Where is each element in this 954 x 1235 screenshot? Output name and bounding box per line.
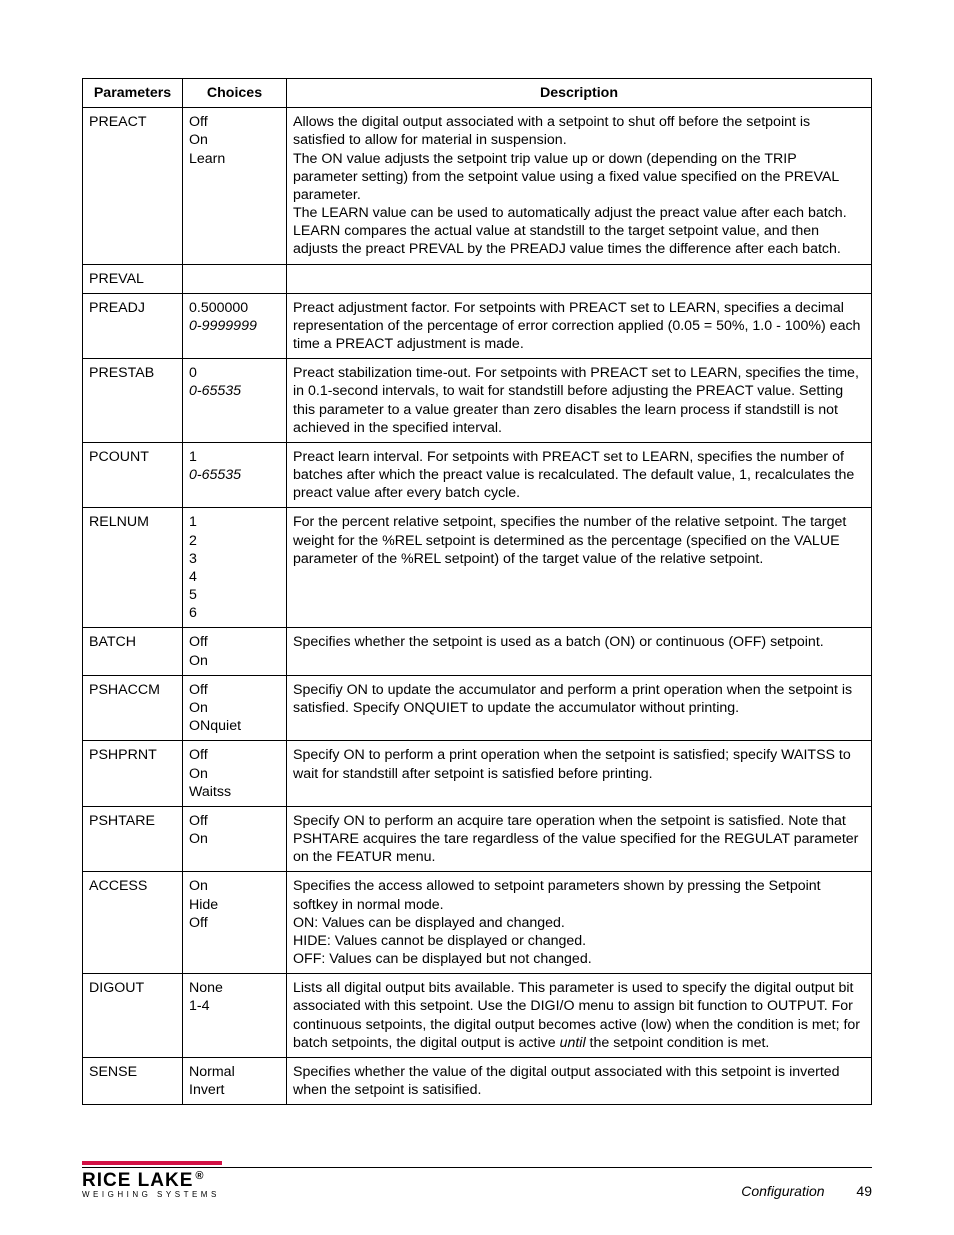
choices-cell: OffOnWaitss bbox=[183, 741, 287, 807]
table-row: PSHACCMOffOnONquietSpecifiy ON to update… bbox=[83, 675, 872, 741]
description-cell: Specifiy ON to update the accumulator an… bbox=[287, 675, 872, 741]
logo-text: RICE LAKE bbox=[82, 1170, 193, 1191]
choices-cell: 0.5000000-9999999 bbox=[183, 293, 287, 359]
choices-cell: 10-65535 bbox=[183, 442, 287, 508]
choices-cell: 123456 bbox=[183, 508, 287, 628]
table-row: PREVAL bbox=[83, 264, 872, 293]
choice-value: On bbox=[189, 830, 280, 848]
choice-value: Waitss bbox=[189, 783, 280, 801]
param-cell: PREVAL bbox=[83, 264, 183, 293]
choice-value: On bbox=[189, 652, 280, 670]
choice-value: None bbox=[189, 979, 280, 997]
choice-value: Normal bbox=[189, 1063, 280, 1081]
param-cell: DIGOUT bbox=[83, 974, 183, 1058]
param-cell: PSHPRNT bbox=[83, 741, 183, 807]
param-cell: RELNUM bbox=[83, 508, 183, 628]
choices-cell: OnHideOff bbox=[183, 872, 287, 974]
choice-value: Learn bbox=[189, 150, 280, 168]
description-cell: Specify ON to perform a print operation … bbox=[287, 741, 872, 807]
section-label: Configuration bbox=[741, 1183, 824, 1199]
table-row: PRESTAB00-65535Preact stabilization time… bbox=[83, 359, 872, 443]
description-cell: Specifies the access allowed to setpoint… bbox=[287, 872, 872, 974]
choice-value: 3 bbox=[189, 550, 280, 568]
description-cell: Preact learn interval. For setpoints wit… bbox=[287, 442, 872, 508]
choice-value: Off bbox=[189, 914, 280, 932]
table-row: PSHPRNTOffOnWaitssSpecify ON to perform … bbox=[83, 741, 872, 807]
choices-cell: OffOn bbox=[183, 806, 287, 872]
choice-value: Off bbox=[189, 633, 280, 651]
description-cell: Preact adjustment factor. For setpoints … bbox=[287, 293, 872, 359]
choices-cell: NormalInvert bbox=[183, 1057, 287, 1104]
choice-value: 4 bbox=[189, 568, 280, 586]
registered-mark: ® bbox=[195, 1170, 204, 1182]
choice-value: On bbox=[189, 877, 280, 895]
description-cell: Preact stabilization time-out. For setpo… bbox=[287, 359, 872, 443]
param-cell: PCOUNT bbox=[83, 442, 183, 508]
table-row: PREADJ0.5000000-9999999Preact adjustment… bbox=[83, 293, 872, 359]
choice-value: ONquiet bbox=[189, 717, 280, 735]
param-cell: PRESTAB bbox=[83, 359, 183, 443]
param-cell: PREADJ bbox=[83, 293, 183, 359]
table-row: SENSENormalInvertSpecifies whether the v… bbox=[83, 1057, 872, 1104]
param-cell: PSHTARE bbox=[83, 806, 183, 872]
table-row: DIGOUTNone1-4Lists all digital output bi… bbox=[83, 974, 872, 1058]
choice-value: 2 bbox=[189, 532, 280, 550]
description-cell: Allows the digital output associated wit… bbox=[287, 108, 872, 264]
choice-value: On bbox=[189, 765, 280, 783]
choice-value: 1 bbox=[189, 448, 280, 466]
param-cell: SENSE bbox=[83, 1057, 183, 1104]
page-number: 49 bbox=[856, 1183, 872, 1199]
param-cell: BATCH bbox=[83, 628, 183, 675]
table-row: PCOUNT10-65535Preact learn interval. For… bbox=[83, 442, 872, 508]
choices-cell: OffOn bbox=[183, 628, 287, 675]
choice-value: 0-65535 bbox=[189, 466, 280, 484]
choices-cell: 00-65535 bbox=[183, 359, 287, 443]
page-info: Configuration 49 bbox=[741, 1183, 872, 1199]
choice-value: 0.500000 bbox=[189, 299, 280, 317]
col-header-choices: Choices bbox=[183, 79, 287, 108]
description-cell: Specifies whether the setpoint is used a… bbox=[287, 628, 872, 675]
choices-cell: None1-4 bbox=[183, 974, 287, 1058]
choice-value: 6 bbox=[189, 604, 280, 622]
table-row: RELNUM123456For the percent relative set… bbox=[83, 508, 872, 628]
parameters-table: Parameters Choices Description PREACTOff… bbox=[82, 78, 872, 1105]
description-cell: Specifies whether the value of the digit… bbox=[287, 1057, 872, 1104]
choice-value: Off bbox=[189, 746, 280, 764]
page-footer: RICE LAKE® WEIGHING SYSTEMS Configuratio… bbox=[82, 1161, 872, 1199]
param-cell: ACCESS bbox=[83, 872, 183, 974]
table-row: PREACTOffOnLearnAllows the digital outpu… bbox=[83, 108, 872, 264]
choice-value: 1-4 bbox=[189, 997, 280, 1015]
footer-accent-bar bbox=[82, 1161, 222, 1165]
col-header-parameters: Parameters bbox=[83, 79, 183, 108]
choice-value: 0-9999999 bbox=[189, 317, 280, 335]
description-cell: Lists all digital output bits available.… bbox=[287, 974, 872, 1058]
choice-value: Off bbox=[189, 812, 280, 830]
choices-cell: OffOnLearn bbox=[183, 108, 287, 264]
param-cell: PSHACCM bbox=[83, 675, 183, 741]
choice-value: Hide bbox=[189, 896, 280, 914]
choice-value: 0 bbox=[189, 364, 280, 382]
choices-cell bbox=[183, 264, 287, 293]
col-header-description: Description bbox=[287, 79, 872, 108]
footer-rule bbox=[82, 1167, 872, 1168]
choice-value: 1 bbox=[189, 513, 280, 531]
choice-value: 0-65535 bbox=[189, 382, 280, 400]
choice-value: Off bbox=[189, 681, 280, 699]
description-cell: For the percent relative setpoint, speci… bbox=[287, 508, 872, 628]
param-cell: PREACT bbox=[83, 108, 183, 264]
choice-value: 5 bbox=[189, 586, 280, 604]
table-row: BATCHOffOnSpecifies whether the setpoint… bbox=[83, 628, 872, 675]
description-cell bbox=[287, 264, 872, 293]
choice-value: Invert bbox=[189, 1081, 280, 1099]
choices-cell: OffOnONquiet bbox=[183, 675, 287, 741]
choice-value: On bbox=[189, 131, 280, 149]
description-cell: Specify ON to perform an acquire tare op… bbox=[287, 806, 872, 872]
choice-value: Off bbox=[189, 113, 280, 131]
table-row: ACCESSOnHideOffSpecifies the access allo… bbox=[83, 872, 872, 974]
table-header-row: Parameters Choices Description bbox=[83, 79, 872, 108]
table-row: PSHTAREOffOnSpecify ON to perform an acq… bbox=[83, 806, 872, 872]
choice-value: On bbox=[189, 699, 280, 717]
